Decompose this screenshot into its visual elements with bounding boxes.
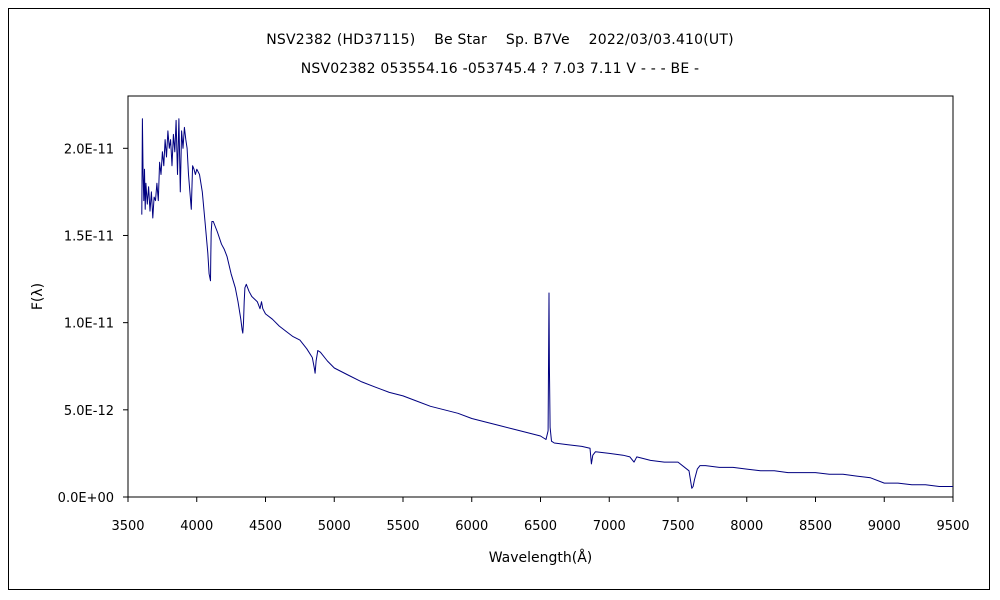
x-tick-label: 4500 — [249, 519, 282, 534]
chart-title: NSV2382 (HD37115) Be Star Sp. B7Ve 2022/… — [266, 32, 734, 48]
x-tick-label: 6500 — [524, 519, 557, 534]
y-tick-label: 0.0E+00 — [58, 491, 114, 506]
x-tick-label: 7000 — [593, 519, 626, 534]
spectrum-line — [141, 118, 953, 489]
x-tick-label: 7500 — [661, 519, 694, 534]
x-tick-label: 4000 — [180, 519, 213, 534]
x-tick-label: 3500 — [111, 519, 144, 534]
x-tick-label: 5000 — [318, 519, 351, 534]
y-axis-label: F(λ) — [30, 283, 46, 310]
y-axis: 0.0E+00 5.0E-12 1.0E-11 1.5E-11 2.0E-11 — [58, 142, 128, 506]
x-tick-label: 9500 — [936, 519, 969, 534]
chart-frame — [8, 8, 990, 590]
x-tick-label: 8000 — [730, 519, 763, 534]
series-layer — [141, 118, 953, 489]
x-axis: 3500 4000 4500 5000 5500 6000 6500 7000 7500 8000… — [111, 497, 970, 534]
chart-subtitle: NSV02382 053554.16 -053745.4 ? 7.03 7.11… — [300, 61, 700, 77]
x-tick-label: 6000 — [455, 519, 488, 534]
y-tick-label: 2.0E-11 — [64, 142, 114, 157]
y-tick-label: 5.0E-12 — [64, 404, 114, 419]
y-tick-label: 1.0E-11 — [64, 317, 114, 332]
x-tick-label: 5500 — [386, 519, 419, 534]
x-tick-label: 9000 — [868, 519, 901, 534]
x-axis-label: Wavelength(Å) — [489, 549, 593, 566]
x-tick-label: 8500 — [799, 519, 832, 534]
y-tick-label: 1.5E-11 — [64, 229, 114, 244]
